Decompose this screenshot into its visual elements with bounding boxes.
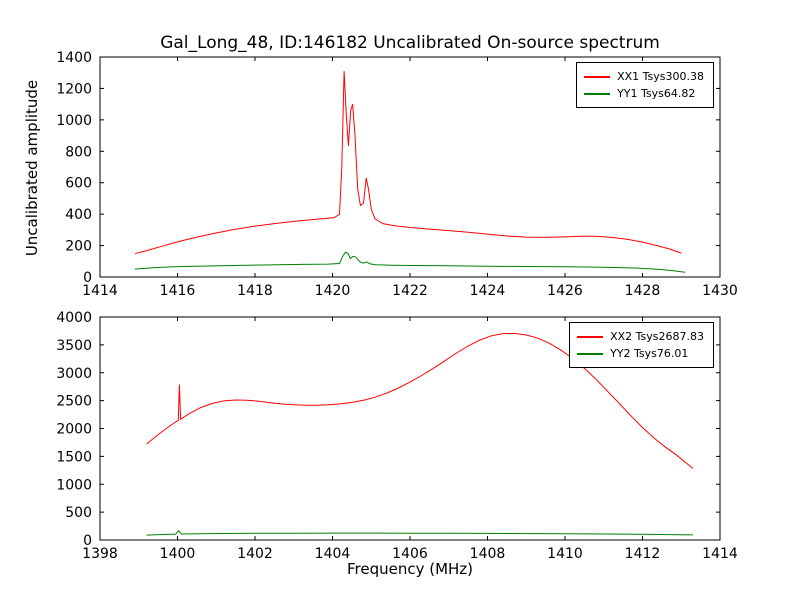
x-tick-label: 1408 (470, 546, 506, 562)
legend-line-xx2 (577, 335, 604, 338)
legend-label-xx1: XX1 Tsys300.38 (617, 70, 704, 83)
y-tick-label: 1400 (56, 50, 92, 66)
x-tick-label: 1414 (82, 283, 118, 299)
y-tick-label: 1200 (56, 81, 92, 97)
x-tick-label: 1400 (160, 546, 196, 562)
y-tick-label: 400 (65, 207, 92, 223)
legend-entry-xx2: XX2 Tsys2687.83 (577, 328, 704, 345)
x-tick-label: 1412 (625, 546, 661, 562)
x-tick-label: 1398 (82, 546, 118, 562)
legend-entry-xx1: XX1 Tsys300.38 (584, 68, 704, 85)
x-tick-label: 1410 (547, 546, 583, 562)
y-tick-label: 200 (65, 239, 92, 255)
y-tick-label: 2000 (56, 422, 92, 438)
legend-line-yy2 (577, 352, 604, 355)
y-tick-label: 3000 (56, 366, 92, 382)
y-tick-label: 1000 (56, 113, 92, 129)
x-tick-label: 1406 (392, 546, 428, 562)
series-line-yy1 (134, 251, 686, 273)
y-tick-label: 3500 (56, 338, 92, 354)
series-line-yy2 (146, 529, 693, 536)
legend-line-xx1 (584, 75, 611, 78)
y-tick-label: 4000 (56, 310, 92, 326)
x-tick-label: 1418 (237, 283, 273, 299)
y-tick-label: 0 (83, 270, 92, 286)
y-axis-label: Uncalibrated amplitude (23, 79, 41, 257)
legend-line-yy1 (584, 92, 611, 95)
series-line-xx1 (134, 71, 682, 255)
y-tick-label: 500 (65, 505, 92, 521)
y-tick-label: 0 (83, 533, 92, 549)
y-tick-label: 2500 (56, 394, 92, 410)
y-tick-label: 600 (65, 176, 92, 192)
x-tick-label: 1402 (237, 546, 273, 562)
y-tick-label: 1500 (56, 449, 92, 465)
x-tick-label: 1416 (160, 283, 196, 299)
x-tick-label: 1404 (315, 546, 351, 562)
x-tick-label: 1420 (315, 283, 351, 299)
series-line-xx2 (146, 332, 694, 469)
chart-title: Gal_Long_48, ID:146182 Uncalibrated On-s… (160, 33, 660, 53)
x-tick-label: 1430 (702, 283, 738, 299)
legend-entry-yy2: YY2 Tsys76.01 (577, 345, 704, 362)
legend-label-yy2: YY2 Tsys76.01 (610, 347, 689, 360)
legend-label-xx2: XX2 Tsys2687.83 (610, 330, 704, 343)
legend-top: XX1 Tsys300.38 YY1 Tsys64.82 (576, 62, 714, 108)
x-tick-label: 1414 (702, 546, 738, 562)
legend-entry-yy1: YY1 Tsys64.82 (584, 85, 704, 102)
legend-label-yy1: YY1 Tsys64.82 (617, 87, 696, 100)
x-tick-label: 1422 (392, 283, 428, 299)
y-tick-label: 800 (65, 144, 92, 160)
x-tick-label: 1424 (470, 283, 506, 299)
x-axis-label: Frequency (MHz) (346, 560, 474, 578)
y-tick-label: 1000 (56, 477, 92, 493)
legend-bottom: XX2 Tsys2687.83 YY2 Tsys76.01 (569, 322, 714, 368)
x-tick-label: 1426 (547, 283, 583, 299)
x-tick-label: 1428 (625, 283, 661, 299)
